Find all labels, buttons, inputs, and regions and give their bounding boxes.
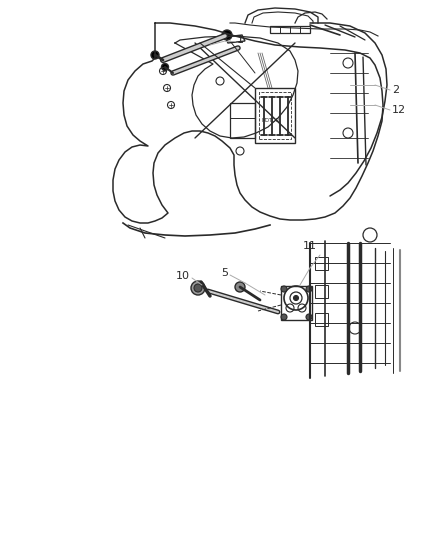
Circle shape bbox=[191, 281, 205, 295]
Circle shape bbox=[222, 30, 232, 40]
Text: 12: 12 bbox=[392, 105, 406, 115]
Text: MOTOR: MOTOR bbox=[262, 118, 280, 124]
Circle shape bbox=[281, 314, 287, 320]
Text: 2: 2 bbox=[392, 85, 399, 95]
Text: 5: 5 bbox=[221, 268, 228, 278]
Circle shape bbox=[151, 51, 159, 59]
Text: 11: 11 bbox=[303, 241, 317, 251]
Circle shape bbox=[194, 284, 202, 292]
Circle shape bbox=[235, 282, 245, 292]
Circle shape bbox=[293, 295, 299, 301]
Text: 10: 10 bbox=[176, 271, 190, 281]
Circle shape bbox=[162, 63, 169, 70]
Circle shape bbox=[281, 286, 287, 292]
Circle shape bbox=[306, 286, 312, 292]
Circle shape bbox=[306, 314, 312, 320]
Text: 1: 1 bbox=[237, 35, 244, 45]
